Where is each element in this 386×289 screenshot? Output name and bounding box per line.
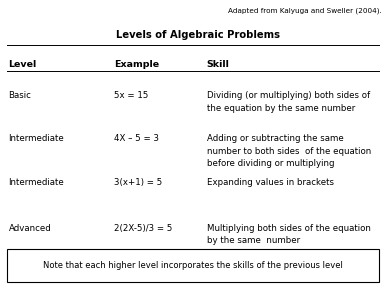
Text: Multiplying both sides of the equation
by the same  number: Multiplying both sides of the equation b…: [207, 224, 371, 245]
Text: 5x = 15: 5x = 15: [114, 91, 148, 100]
Text: Example: Example: [114, 60, 159, 69]
Text: Advanced: Advanced: [8, 224, 51, 233]
Text: Skill: Skill: [207, 60, 229, 69]
Text: Basic: Basic: [8, 91, 31, 100]
Text: Level: Level: [8, 60, 37, 69]
Text: Levels of Algebraic Problems: Levels of Algebraic Problems: [116, 30, 280, 40]
Text: Adding or subtracting the same
number to both sides  of the equation
before divi: Adding or subtracting the same number to…: [207, 134, 371, 168]
Text: Intermediate: Intermediate: [8, 134, 64, 143]
Text: 4X – 5 = 3: 4X – 5 = 3: [114, 134, 159, 143]
Text: Dividing (or multiplying) both sides of
the equation by the same number: Dividing (or multiplying) both sides of …: [207, 91, 370, 112]
Text: 3(x+1) = 5: 3(x+1) = 5: [114, 178, 162, 187]
Text: Expanding values in brackets: Expanding values in brackets: [207, 178, 334, 187]
FancyBboxPatch shape: [7, 249, 379, 282]
Text: Intermediate: Intermediate: [8, 178, 64, 187]
Text: Adapted from Kalyuga and Sweller (2004).: Adapted from Kalyuga and Sweller (2004).: [229, 7, 382, 14]
Text: 2(2X-5)/3 = 5: 2(2X-5)/3 = 5: [114, 224, 172, 233]
Text: Note that each higher level incorporates the skills of the previous level: Note that each higher level incorporates…: [43, 261, 343, 270]
